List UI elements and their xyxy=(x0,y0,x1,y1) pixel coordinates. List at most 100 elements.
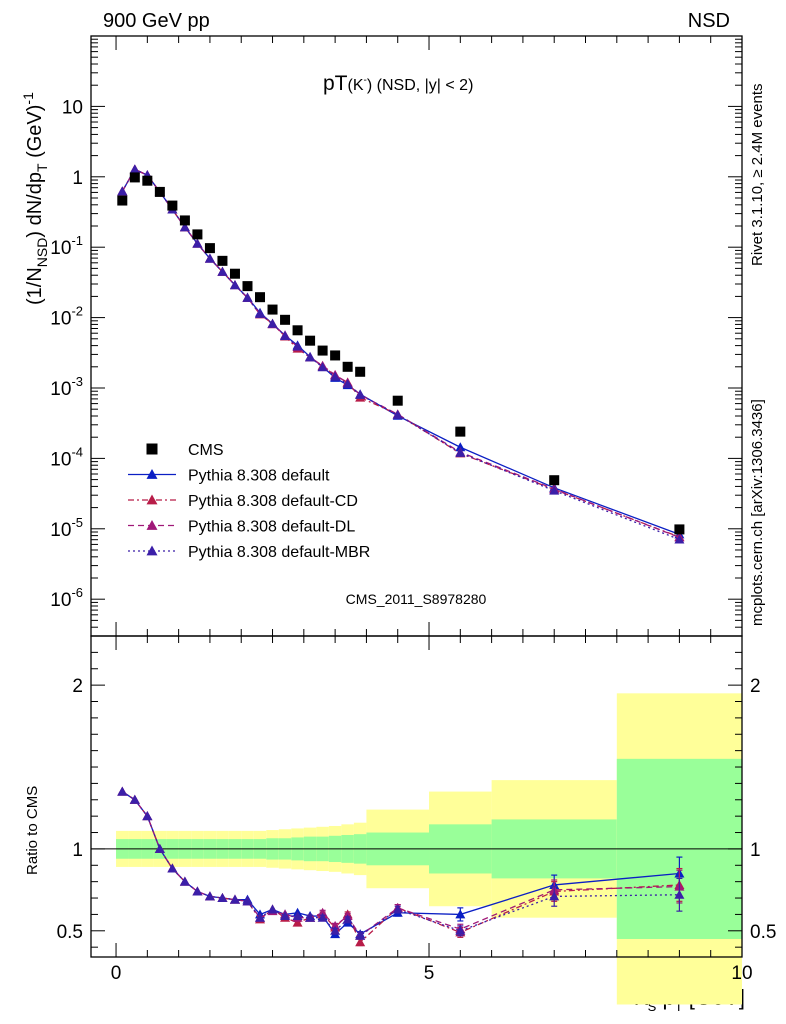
header-right: NSD xyxy=(688,10,730,32)
ratio-marker-0 xyxy=(455,909,466,919)
plot-title-suffix: (NSD, |y| < 2) xyxy=(372,77,473,94)
upper-marker-3 xyxy=(192,238,203,248)
cms-point xyxy=(674,524,685,535)
upper-marker-3 xyxy=(330,371,341,381)
cms-point xyxy=(117,195,128,206)
ratio-marker-3 xyxy=(179,876,190,886)
cms-point xyxy=(280,314,291,325)
ratio-marker-3 xyxy=(142,811,153,821)
ratio-marker-1 xyxy=(355,937,366,947)
upper-marker-3 xyxy=(179,222,190,232)
y-tick-label-upper: 1 xyxy=(72,168,83,189)
cms-point xyxy=(455,426,466,437)
ratio-marker-3 xyxy=(217,893,228,903)
upper-marker-3 xyxy=(129,164,140,174)
axes: 10 1 10-1 10-2 10-3 10-4 10-5 10-6 0.5 0.5 1 1 2 2 0 5 1… xyxy=(50,35,776,984)
legend-label-1: Pythia 8.308 default-CD xyxy=(188,493,358,510)
ylabel-part-b: NSD xyxy=(34,238,50,268)
ratio-marker-3 xyxy=(392,904,403,914)
ratio-marker-3 xyxy=(280,911,291,921)
y-tick-label-upper: 10-4 xyxy=(50,444,83,470)
ratio-marker-3 xyxy=(167,863,178,873)
y-tick-label-upper: 10-5 xyxy=(50,515,83,541)
upper-marker-3 xyxy=(305,352,316,362)
legend-marker-2 xyxy=(146,520,158,530)
y-tick-label-upper: 10-1 xyxy=(50,233,83,259)
legend-label-0: Pythia 8.308 default xyxy=(188,468,330,485)
upper-marker-3 xyxy=(674,534,685,544)
cms-point xyxy=(204,243,215,254)
cms-point xyxy=(229,268,240,279)
ratio-marker-3 xyxy=(229,894,240,904)
y-axis-label-main: (1/NNSD) dN/dpT (GeV)-1 xyxy=(20,92,50,305)
lower-frame xyxy=(90,635,743,958)
cms-point xyxy=(305,335,316,346)
ratio-marker-3 xyxy=(242,896,253,906)
cms-point xyxy=(342,361,353,372)
cms-point xyxy=(217,255,228,266)
ylabel-part-d: T xyxy=(34,163,50,172)
cms-point xyxy=(154,186,165,197)
legend-marker-cms xyxy=(146,443,158,455)
upper-marker-3 xyxy=(317,362,328,372)
y-tick-label-lower-left: 1 xyxy=(72,840,83,861)
upper-marker-0 xyxy=(455,442,466,452)
y-tick-label-lower-left: 0.5 xyxy=(57,922,83,943)
y-tick-label-lower-right: 2 xyxy=(750,676,761,697)
ratio-marker-3 xyxy=(355,930,366,940)
ratio-marker-3 xyxy=(154,843,165,853)
upper-marker-3 xyxy=(292,341,303,351)
legend-label-3: Pythia 8.308 default-MBR xyxy=(188,544,370,561)
upper-marker-3 xyxy=(455,447,466,457)
ratio-marker-3 xyxy=(292,911,303,921)
ratio-marker-3 xyxy=(117,786,128,796)
ratio-line-3 xyxy=(121,791,680,937)
y-tick-label-upper: 10 xyxy=(62,97,83,118)
legend-label-2: Pythia 8.308 default-DL xyxy=(188,519,355,536)
header-left: 900 GeV pp xyxy=(103,10,210,32)
cms-point xyxy=(355,366,366,377)
analysis-label: CMS_2011_S8978280 xyxy=(346,591,487,607)
upper-marker-3 xyxy=(549,485,560,495)
x-tick-label: 10 xyxy=(731,963,752,984)
cms-point xyxy=(167,200,178,211)
cms-point xyxy=(129,172,140,183)
legend: CMS Pythia 8.308 default Pythia 8.308 defa… xyxy=(128,442,370,561)
ratio-marker-1 xyxy=(292,917,303,927)
ratio-marker-3 xyxy=(129,794,140,804)
upper-marker-3 xyxy=(242,292,253,302)
xlabel-t: T xyxy=(675,999,683,1014)
y-tick-label-upper: 10-2 xyxy=(50,304,83,330)
cms-point xyxy=(179,215,190,226)
plot-title-particle-sup: - xyxy=(364,75,367,86)
ratio-marker-3 xyxy=(330,925,341,935)
ratio-marker-3 xyxy=(267,904,278,914)
ratio-marker-3 xyxy=(674,889,685,899)
upper-marker-3 xyxy=(204,253,215,263)
upper-marker-3 xyxy=(229,280,240,290)
upper-marker-3 xyxy=(280,330,291,340)
upper-line-2 xyxy=(121,168,680,539)
legend-label-cms: CMS xyxy=(188,442,224,459)
cms-point xyxy=(317,345,328,356)
legend-marker-1 xyxy=(146,494,158,505)
ratio-marker-3 xyxy=(549,891,560,901)
upper-marker-3 xyxy=(392,409,403,419)
cms-point xyxy=(192,229,203,240)
plot-title-particle-end: ) xyxy=(367,77,372,94)
ratio-marker-3 xyxy=(342,914,353,924)
ylabel-part-e: (GeV) xyxy=(24,105,46,164)
ylabel-part-c: ) dN/dp xyxy=(24,172,46,238)
upper-marker-3 xyxy=(355,389,366,399)
xlabel-sub: S xyxy=(648,999,657,1014)
y-tick-label-lower-left: 2 xyxy=(72,676,83,697)
y-tick-label-upper: 10-6 xyxy=(50,585,83,611)
ylabel-part-a: (1/N xyxy=(24,267,46,305)
ratio-marker-3 xyxy=(305,912,316,922)
y-tick-label-upper: 10-3 xyxy=(50,374,83,400)
upper-line-3 xyxy=(121,168,680,541)
cms-point xyxy=(242,281,253,292)
ratio-marker-3 xyxy=(192,886,203,896)
legend-marker-0 xyxy=(146,469,158,479)
